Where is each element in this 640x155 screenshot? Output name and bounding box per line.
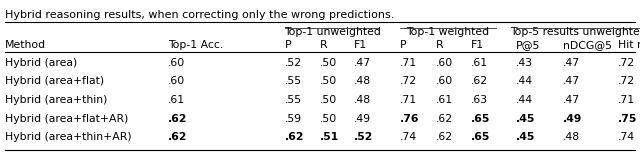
Text: .47: .47 xyxy=(354,58,371,68)
Text: .48: .48 xyxy=(563,132,580,142)
Text: .52: .52 xyxy=(354,132,373,142)
Text: .43: .43 xyxy=(516,58,533,68)
Text: .48: .48 xyxy=(354,95,371,105)
Text: P: P xyxy=(285,40,292,50)
Text: .45: .45 xyxy=(516,132,536,142)
Text: F1: F1 xyxy=(471,40,484,50)
Text: .55: .55 xyxy=(285,77,302,86)
Text: Top-1 weighted: Top-1 weighted xyxy=(406,27,490,37)
Text: .50: .50 xyxy=(320,77,337,86)
Text: .50: .50 xyxy=(320,113,337,124)
Text: Method: Method xyxy=(5,40,46,50)
Text: P: P xyxy=(400,40,406,50)
Text: .49: .49 xyxy=(354,113,371,124)
Text: .50: .50 xyxy=(320,95,337,105)
Text: .61: .61 xyxy=(471,58,488,68)
Text: Hybrid (area): Hybrid (area) xyxy=(5,58,77,68)
Text: .62: .62 xyxy=(168,113,188,124)
Text: .63: .63 xyxy=(471,95,488,105)
Text: Hybrid (area+flat+AR): Hybrid (area+flat+AR) xyxy=(5,113,129,124)
Text: R: R xyxy=(436,40,444,50)
Text: .76: .76 xyxy=(400,113,419,124)
Text: R: R xyxy=(320,40,328,50)
Text: .48: .48 xyxy=(354,77,371,86)
Text: .50: .50 xyxy=(320,58,337,68)
Text: .62: .62 xyxy=(436,113,453,124)
Text: Top-1 Acc.: Top-1 Acc. xyxy=(168,40,223,50)
Text: .51: .51 xyxy=(320,132,339,142)
Text: .60: .60 xyxy=(168,77,185,86)
Text: Hybrid (area+flat): Hybrid (area+flat) xyxy=(5,77,104,86)
Text: .62: .62 xyxy=(168,132,188,142)
Text: .65: .65 xyxy=(471,113,490,124)
Text: P@5: P@5 xyxy=(516,40,540,50)
Text: .44: .44 xyxy=(516,77,533,86)
Text: Hybrid (area+thin): Hybrid (area+thin) xyxy=(5,95,108,105)
Text: Hit ratio: Hit ratio xyxy=(618,40,640,50)
Text: .72: .72 xyxy=(618,77,635,86)
Text: .45: .45 xyxy=(516,113,536,124)
Text: F1: F1 xyxy=(354,40,367,50)
Text: .65: .65 xyxy=(471,132,490,142)
Text: .60: .60 xyxy=(168,58,185,68)
Text: .59: .59 xyxy=(285,113,302,124)
Text: .61: .61 xyxy=(168,95,185,105)
Text: .55: .55 xyxy=(285,95,302,105)
Text: Hybrid reasoning results, when correcting only the wrong predictions.: Hybrid reasoning results, when correctin… xyxy=(5,10,394,20)
Text: .72: .72 xyxy=(618,58,635,68)
Text: .74: .74 xyxy=(618,132,635,142)
Text: Top-5 results unweighted: Top-5 results unweighted xyxy=(509,27,640,37)
Text: .62: .62 xyxy=(285,132,305,142)
Text: .47: .47 xyxy=(563,58,580,68)
Text: .52: .52 xyxy=(285,58,302,68)
Text: .72: .72 xyxy=(400,77,417,86)
Text: .47: .47 xyxy=(563,77,580,86)
Text: .61: .61 xyxy=(436,95,453,105)
Text: nDCG@5: nDCG@5 xyxy=(563,40,612,50)
Text: .74: .74 xyxy=(400,132,417,142)
Text: .62: .62 xyxy=(471,77,488,86)
Text: .49: .49 xyxy=(563,113,582,124)
Text: Hybrid (area+thin+AR): Hybrid (area+thin+AR) xyxy=(5,132,132,142)
Text: .71: .71 xyxy=(618,95,635,105)
Text: .44: .44 xyxy=(516,95,533,105)
Text: .62: .62 xyxy=(436,132,453,142)
Text: .60: .60 xyxy=(436,58,453,68)
Text: .71: .71 xyxy=(400,58,417,68)
Text: .60: .60 xyxy=(436,77,453,86)
Text: .75: .75 xyxy=(618,113,637,124)
Text: Top-1 unweighted: Top-1 unweighted xyxy=(284,27,380,37)
Text: .47: .47 xyxy=(563,95,580,105)
Text: .71: .71 xyxy=(400,95,417,105)
